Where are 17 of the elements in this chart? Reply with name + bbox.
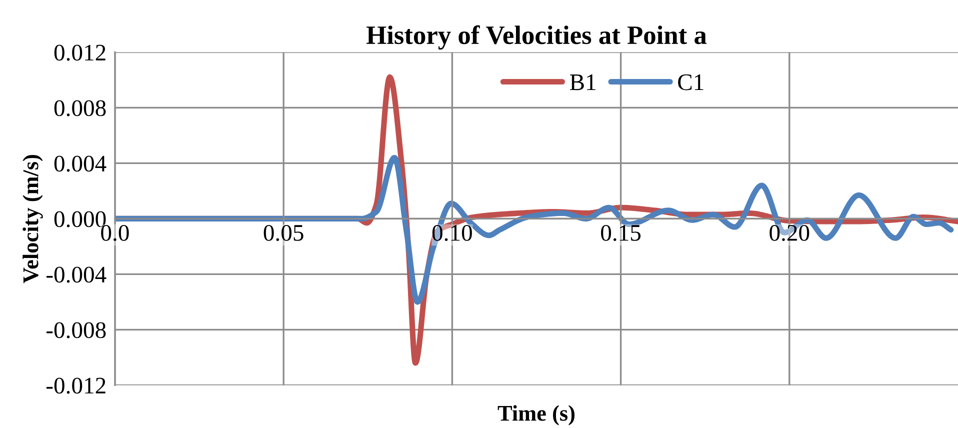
legend-label: B1: [570, 74, 596, 90]
y-tick-label: 0.012: [54, 44, 106, 61]
legend-label: C1: [678, 74, 704, 90]
x-axis-title: Time (s): [498, 405, 574, 426]
x-tick-label: 0.20: [770, 224, 810, 241]
x-tick-label: 0.0: [101, 224, 129, 241]
y-tick-label: 0.000: [54, 211, 106, 228]
y-tick-label: -0.008: [46, 322, 106, 338]
y-tick-label: 0.008: [54, 100, 106, 116]
x-tick-label: 0.05: [264, 224, 304, 241]
x-tick-label: 0.15: [601, 224, 641, 241]
y-tick-label: -0.012: [46, 378, 106, 394]
y-tick-label: 0.004: [54, 156, 106, 172]
y-axis-title: Velocity (m/s): [22, 154, 43, 284]
y-tick-label: -0.004: [46, 266, 106, 283]
x-tick-label: 0.10: [432, 224, 472, 241]
chart-title: History of Velocities at Point a: [366, 25, 706, 50]
